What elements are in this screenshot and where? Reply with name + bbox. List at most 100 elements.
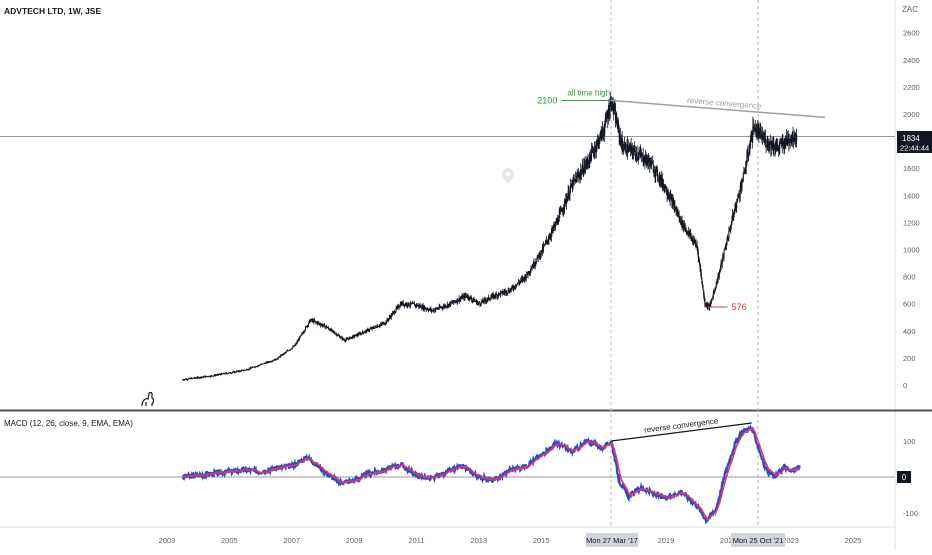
candle-body [354, 334, 356, 337]
candle-body [700, 272, 702, 279]
candle-body [188, 378, 190, 380]
candle-body [524, 275, 526, 280]
candle-body [396, 307, 398, 309]
candle-body [781, 141, 783, 147]
candle-body [445, 306, 447, 308]
currency-label: ZAC [902, 5, 918, 14]
candle-body [701, 278, 703, 284]
indicator-title[interactable]: MACD (12, 26, close, 9, EMA, EMA) [4, 419, 133, 428]
price-tick-label: 600 [903, 300, 916, 309]
current-price-tag[interactable]: 1834 22:44:44 [897, 131, 932, 153]
crosshair-date-label-1[interactable]: Mon 27 Mar '17 [586, 533, 638, 547]
candle-body [423, 306, 425, 310]
crosshair-date-label-2[interactable]: Mon 25 Oct '21 [731, 533, 785, 547]
candle-body [435, 308, 437, 309]
candle-body [216, 374, 218, 376]
candle-body [291, 347, 293, 349]
candle-body [582, 164, 584, 174]
candle-body [359, 333, 361, 335]
candle-body [420, 305, 422, 309]
candle-body [323, 324, 325, 326]
candle-body [356, 334, 358, 337]
candle-body [472, 299, 474, 301]
candle-body [790, 139, 792, 140]
macd-trendline[interactable] [611, 422, 752, 442]
candle-body [469, 296, 471, 300]
candle-body [480, 301, 482, 305]
candle-body [411, 303, 413, 305]
candle-body [585, 163, 587, 167]
candle-body [728, 230, 730, 239]
candle-body [658, 176, 660, 180]
candle-body [724, 249, 726, 251]
candle-body [581, 170, 583, 174]
candle-body [367, 329, 369, 330]
candle-body [532, 266, 534, 268]
candle-body [201, 377, 203, 378]
candle-body [621, 138, 623, 146]
candle-body [386, 319, 388, 323]
candle-body [760, 130, 762, 131]
candle-body [548, 239, 550, 240]
candle-body [662, 184, 664, 186]
price-trendline[interactable] [611, 99, 825, 119]
low-value-label: 576 [732, 302, 747, 312]
candle-body [468, 296, 470, 299]
crosshair-date-2: Mon 25 Oct '21 [733, 536, 784, 545]
candle-body [263, 363, 265, 365]
candle-body [378, 326, 380, 327]
candle-body [613, 108, 615, 111]
candle-body [694, 240, 696, 243]
candle-body [566, 199, 568, 202]
candle-body [323, 324, 325, 326]
candle-body [455, 301, 457, 303]
candle-body [219, 374, 221, 375]
candle-body [721, 258, 723, 264]
candle-body [563, 207, 565, 211]
candle-body [613, 110, 615, 112]
candle-body [232, 371, 234, 373]
candle-body [616, 117, 618, 125]
candle-body [783, 139, 785, 148]
candle-body [361, 333, 363, 335]
time-tick-label: 2023 [782, 536, 799, 545]
candle-body [265, 362, 267, 364]
candle-body [481, 301, 483, 303]
candle-body [544, 242, 546, 245]
candle-body [426, 309, 428, 310]
candle-body [307, 325, 309, 326]
macd-value-tag[interactable]: 0 [897, 471, 911, 483]
candle-body [698, 258, 700, 260]
candle-body [470, 297, 472, 300]
candle-body [191, 377, 193, 380]
candle-body [782, 142, 784, 148]
crosshair-date-1: Mon 27 Mar '17 [586, 536, 638, 545]
candle-body [274, 359, 276, 361]
candle-body [392, 312, 394, 314]
candle-body [324, 324, 326, 328]
candle-body [617, 122, 619, 129]
time-tick-label: 2015 [533, 536, 550, 545]
macd-axis-ticks[interactable]: 100 -100 [903, 437, 918, 518]
candle-body [777, 147, 779, 150]
candle-body [612, 99, 614, 110]
candle-body [557, 219, 559, 223]
candle-body [674, 205, 676, 210]
current-price-value: 1834 [902, 134, 920, 143]
candle-body [742, 181, 744, 183]
candle-body [401, 302, 403, 305]
candle-body [294, 345, 296, 347]
candle-body [195, 377, 197, 379]
candle-body [689, 233, 691, 238]
candle-body [338, 335, 340, 337]
symbol-title[interactable]: ADVTECH LTD, 1W, JSE [4, 6, 101, 16]
candle-body [345, 338, 347, 340]
candle-body [439, 307, 441, 308]
candle-body [267, 361, 269, 363]
candle-body [477, 302, 479, 304]
candle-body [484, 299, 486, 300]
candle-body [716, 279, 718, 283]
candle-body [343, 339, 345, 340]
candle-body [441, 307, 443, 308]
